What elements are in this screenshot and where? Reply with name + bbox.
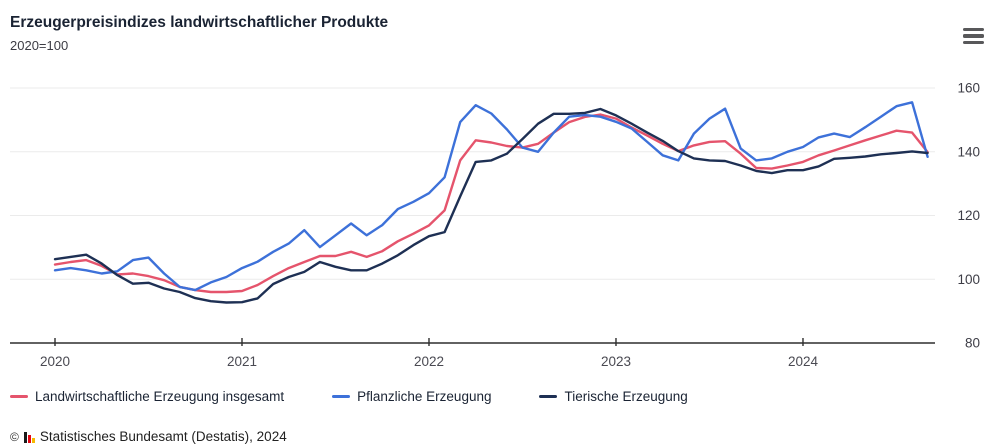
x-tick-label: 2023 xyxy=(601,354,631,369)
x-tick-label: 2020 xyxy=(40,354,70,369)
chart-base-note: 2020=100 xyxy=(10,38,69,53)
hamburger-menu-icon[interactable] xyxy=(963,25,987,47)
series-line-tierische[interactable] xyxy=(53,107,929,304)
menu-bar xyxy=(963,40,984,45)
menu-bar xyxy=(963,27,984,32)
legend-item-insgesamt[interactable]: Landwirtschaftliche Erzeugung insgesamt xyxy=(10,389,284,404)
copyright-symbol: © xyxy=(10,429,19,444)
x-tick-label: 2024 xyxy=(788,354,819,369)
legend-label: Landwirtschaftliche Erzeugung insgesamt xyxy=(35,389,285,404)
source-line: © Statistisches Bundesamt (Destatis), 20… xyxy=(10,429,287,444)
line-chart[interactable]: 80 100 120 140 160 2020 2021 2022 2023 2024 xyxy=(0,0,999,380)
page-title: Erzeugerpreisindizes landwirtschaftliche… xyxy=(10,14,389,31)
legend-item-tierische[interactable]: Tierische Erzeugung xyxy=(539,389,688,404)
series-line-landwirtschaftliche[interactable] xyxy=(53,113,929,294)
y-tick-label: 140 xyxy=(957,144,980,159)
x-tick-label: 2021 xyxy=(227,354,257,369)
legend-label: Tierische Erzeugung xyxy=(564,389,688,404)
y-tick-label: 160 xyxy=(957,81,980,96)
source-text: Statistisches Bundesamt (Destatis), 2024 xyxy=(39,429,287,444)
legend-swatch-navy xyxy=(539,395,558,398)
legend-label: Pflanzliche Erzeugung xyxy=(357,389,492,404)
y-tick-label: 100 xyxy=(957,272,980,287)
x-tick-label: 2022 xyxy=(414,354,444,369)
destatis-bars-icon xyxy=(23,431,35,443)
y-tick-label: 80 xyxy=(965,336,980,351)
menu-bar xyxy=(963,34,984,38)
chart-legend: Landwirtschaftliche Erzeugung insgesamt … xyxy=(10,389,688,404)
y-tick-label: 120 xyxy=(957,208,980,223)
legend-swatch-blue xyxy=(332,395,351,398)
legend-item-pflanzliche[interactable]: Pflanzliche Erzeugung xyxy=(332,389,491,404)
series-line-pflanzliche[interactable] xyxy=(53,101,929,292)
legend-swatch-red xyxy=(10,395,28,398)
